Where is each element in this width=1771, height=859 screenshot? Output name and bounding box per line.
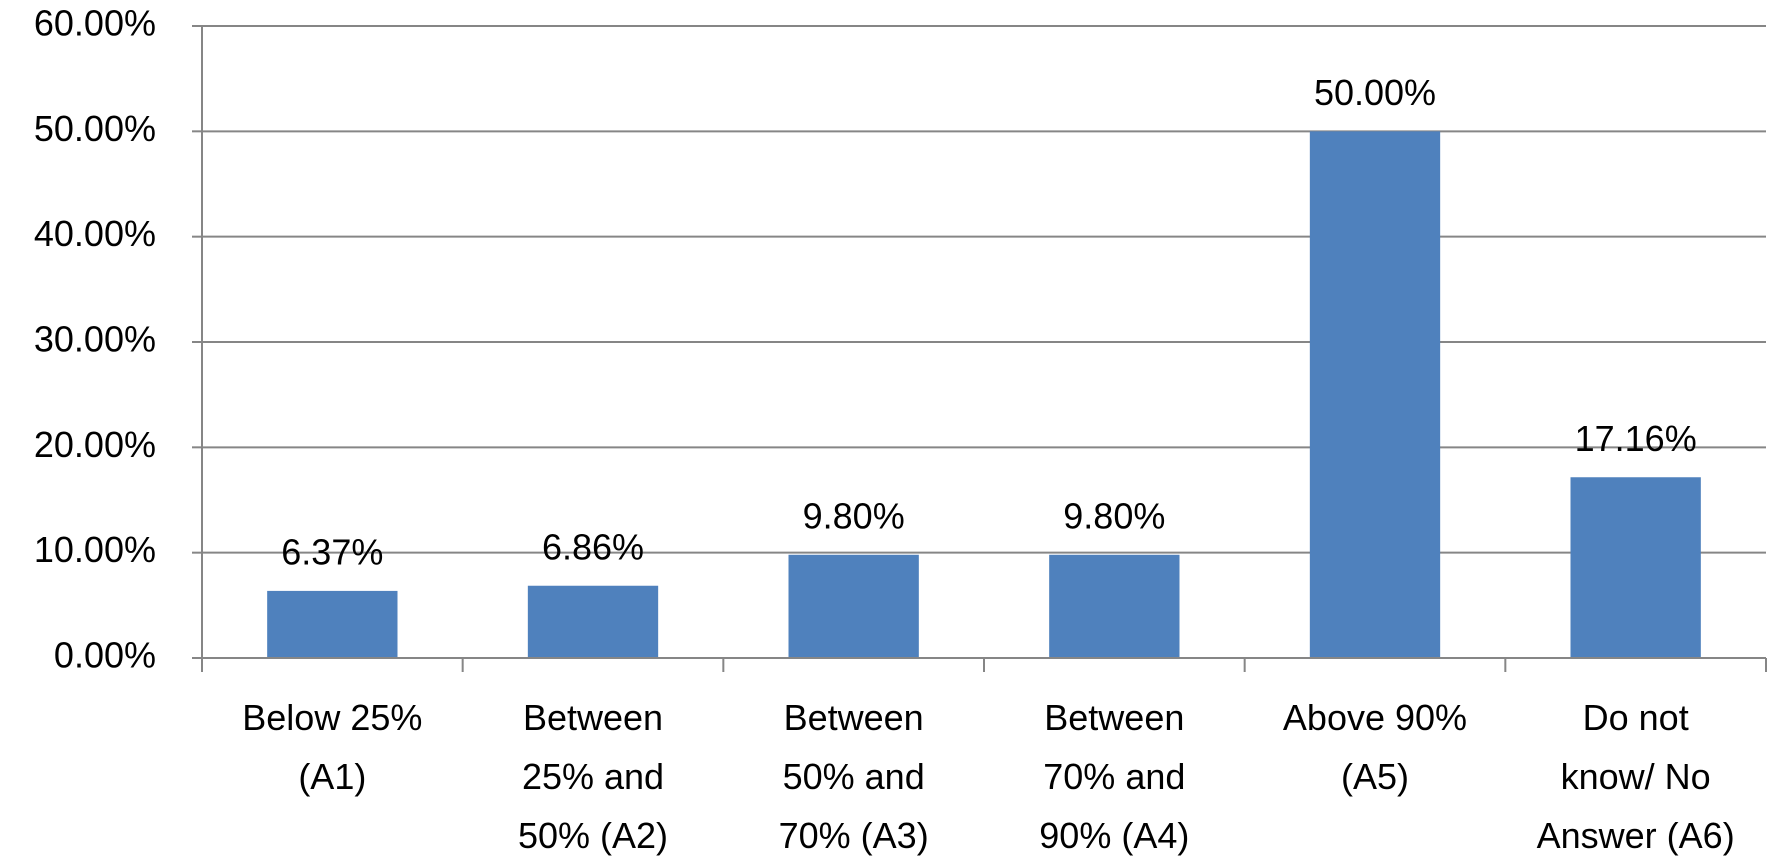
- x-tick-label-line: 70% (A3): [779, 815, 929, 856]
- bar: [1049, 554, 1180, 658]
- y-tick-label: 40.00%: [34, 213, 156, 254]
- data-label: 9.80%: [803, 495, 905, 536]
- y-tick-label: 30.00%: [34, 319, 156, 360]
- x-tick-label-line: Above 90%: [1283, 697, 1467, 738]
- x-tick-label-line: Below 25%: [242, 697, 422, 738]
- x-tick-label-line: Between: [1044, 697, 1184, 738]
- x-tick-label-line: 70% and: [1043, 756, 1185, 797]
- bar: [527, 585, 659, 658]
- x-tick-label: Do not know/ No Answer (A6): [1537, 697, 1735, 856]
- x-tick-label-line: 50% and: [783, 756, 925, 797]
- x-tick-label-line: Between: [784, 697, 924, 738]
- x-tick-label-line: Do not: [1583, 697, 1689, 738]
- data-label: 6.37%: [281, 531, 383, 572]
- x-tick-label-line: know/ No: [1561, 756, 1711, 797]
- bar: [267, 590, 398, 658]
- data-label: 17.16%: [1575, 418, 1697, 459]
- x-tick-label: Between 70% and 90% (A4): [1039, 697, 1189, 856]
- x-tick-label-line: 50% (A2): [518, 815, 668, 856]
- data-label: 9.80%: [1063, 495, 1165, 536]
- data-label: 6.86%: [542, 526, 644, 567]
- data-label: 50.00%: [1314, 72, 1436, 113]
- x-tick-label-line: 90% (A4): [1039, 815, 1189, 856]
- y-tick-label: 10.00%: [34, 529, 156, 570]
- y-tick-label: 20.00%: [34, 424, 156, 465]
- x-tick-label-line: (A5): [1341, 756, 1409, 797]
- y-tick-label: 60.00%: [34, 3, 156, 44]
- bar: [788, 554, 919, 658]
- y-tick-label: 50.00%: [34, 108, 156, 149]
- bar: [1570, 477, 1701, 658]
- x-tick-label: Between 25% and 50% (A2): [518, 697, 668, 856]
- x-tick-label: Below 25% (A1): [242, 697, 422, 797]
- x-tick-label-line: (A1): [298, 756, 366, 797]
- bar: [1309, 131, 1441, 659]
- x-tick-label-line: Answer (A6): [1537, 815, 1735, 856]
- x-tick-label-line: Between: [523, 697, 663, 738]
- x-tick-label: Between 50% and 70% (A3): [779, 697, 929, 856]
- x-tick-label-line: 25% and: [522, 756, 664, 797]
- x-tick-label: Above 90% (A5): [1283, 697, 1467, 797]
- y-tick-label: 0.00%: [54, 635, 156, 676]
